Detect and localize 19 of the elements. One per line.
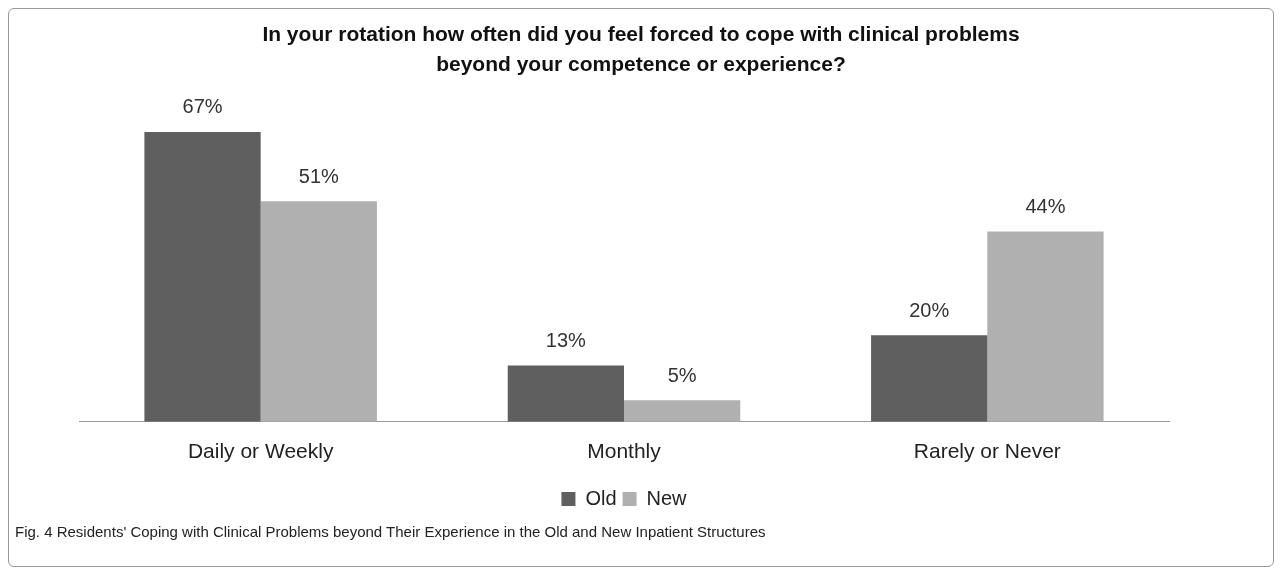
bar: [260, 201, 377, 422]
data-label: 44%: [1025, 194, 1066, 217]
bar: [987, 231, 1104, 422]
x-tick-label: Rarely or Never: [913, 439, 1061, 463]
data-label: 20%: [909, 298, 950, 321]
x-tick-label: Daily or Weekly: [187, 439, 334, 463]
data-label: 13%: [545, 329, 587, 352]
data-label: 51%: [298, 164, 340, 187]
data-label: 67%: [182, 95, 223, 118]
legend-label: Old: [585, 486, 617, 509]
chart-title: In your rotation how often did you feel forced to cope with clinical problems beyond your competence or experience?: [261, 21, 1021, 77]
x-tick-label: Monthly: [587, 439, 662, 463]
data-label: 5%: [667, 363, 697, 386]
bar: [624, 400, 741, 422]
legend-label: New: [646, 486, 688, 509]
bar: [871, 335, 988, 422]
bar: [144, 131, 261, 422]
caption: Fig. 4 Residents' Coping with Clinical Problems beyond Their Experience in the Old and New Inpatient Structures: [15, 523, 767, 540]
bar: [507, 365, 624, 422]
